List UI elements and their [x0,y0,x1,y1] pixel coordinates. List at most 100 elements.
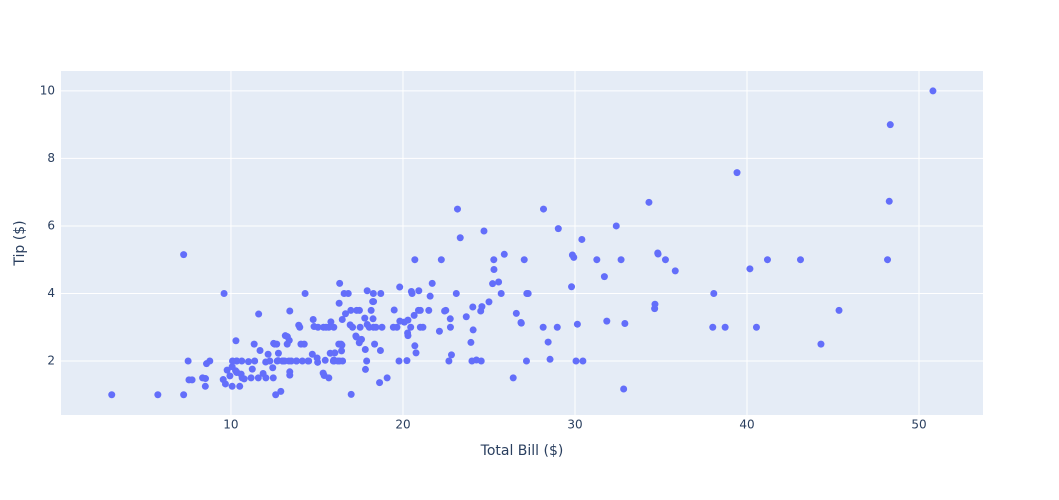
point [497,289,505,297]
point [269,364,277,372]
point [469,326,477,334]
point [108,391,116,399]
point [269,374,277,382]
point [512,309,520,317]
point [661,256,669,264]
point [573,320,581,328]
point [446,323,454,331]
point [361,346,369,354]
point [349,323,357,331]
point [336,279,344,287]
point [796,256,804,264]
point [287,357,295,365]
point [376,347,384,355]
point [369,289,377,297]
point [238,357,246,365]
point [240,375,248,383]
point [342,310,350,318]
point [369,315,377,323]
point [445,357,453,365]
point [467,338,475,346]
point [266,357,274,365]
point [469,303,477,311]
point [273,340,281,348]
point [490,256,498,264]
point [376,379,384,387]
point [226,372,234,380]
plot-area [61,71,983,415]
point [721,323,729,331]
point [327,318,335,326]
point [517,319,525,327]
point [456,234,464,242]
y-tick-label: 8 [47,151,55,165]
point [390,306,398,314]
point [251,357,259,365]
point [617,256,625,264]
point [361,365,369,373]
point [297,340,305,348]
point [485,298,493,306]
point [264,350,272,358]
point [244,358,252,366]
point [296,323,304,331]
y-axis-title: Tip ($) [12,220,28,266]
point [568,283,576,291]
point [322,323,330,331]
point [180,391,188,399]
point [437,256,445,264]
point [272,391,280,399]
point [339,357,347,365]
point [330,323,338,331]
point [500,250,508,258]
point [477,307,485,315]
point [286,307,294,315]
point [335,299,343,307]
point [400,318,408,326]
point [411,256,419,264]
point [651,300,659,308]
point [468,357,476,365]
point [452,289,460,297]
point [817,340,825,348]
point [367,306,375,314]
point [301,289,309,297]
point [593,256,601,264]
point [256,347,264,355]
point [620,385,628,393]
point [313,354,321,362]
point [259,369,267,377]
point [389,323,397,331]
point [356,323,364,331]
point [416,323,424,331]
point [274,349,282,357]
point [539,323,547,331]
point [304,357,312,365]
point [407,323,415,331]
point [671,267,679,275]
point [298,357,306,365]
point [331,349,339,357]
point [319,369,327,377]
point [228,357,236,365]
point [201,382,209,390]
point [929,87,937,95]
point [292,357,300,365]
point [232,337,240,345]
point [403,357,411,365]
point [378,323,386,331]
point [254,374,262,382]
point [453,205,461,213]
point [600,273,608,281]
point [347,390,355,398]
point [462,313,470,321]
point [321,356,329,364]
point [579,357,587,365]
point [279,357,287,365]
point [180,251,188,259]
point [203,360,211,368]
point [654,250,662,258]
point [338,315,346,323]
x-axis-title: Total Bill ($) [480,443,564,459]
point [495,278,503,286]
